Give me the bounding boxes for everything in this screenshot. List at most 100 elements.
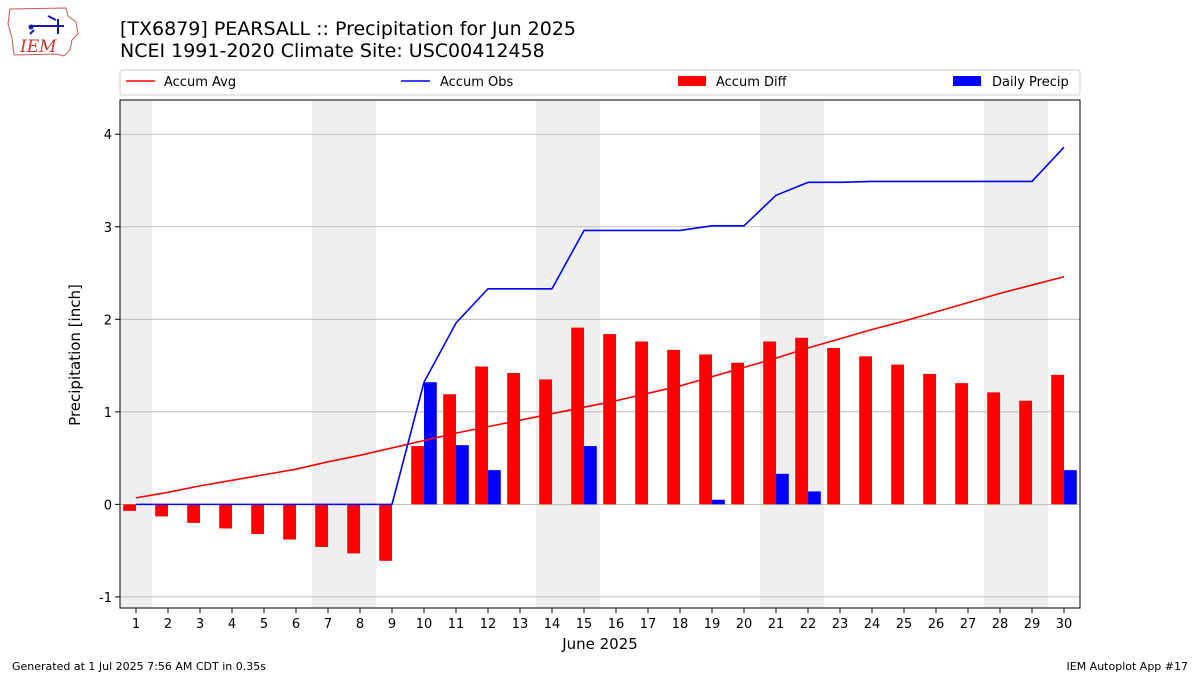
legend-label-accum-diff: Accum Diff [716, 75, 788, 90]
daily-precip-bar [712, 499, 725, 505]
x-tick-label: 20 [736, 617, 753, 632]
accum-diff-bar [411, 446, 424, 505]
accum-diff-bar [123, 504, 136, 511]
x-tick-label: 23 [832, 617, 849, 632]
x-tick-label: 8 [356, 617, 364, 632]
x-tick-label: 24 [864, 617, 881, 632]
x-tick-label: 1 [132, 617, 140, 632]
accum-diff-bar [283, 504, 296, 540]
accum-diff-bar [507, 372, 520, 505]
x-tick-label: 22 [800, 617, 817, 632]
accum-diff-bar [1019, 400, 1032, 505]
x-tick-label: 18 [672, 617, 689, 632]
daily-precip-bar [456, 445, 469, 505]
x-tick-label: 27 [960, 617, 977, 632]
y-tick-label: -1 [99, 591, 112, 606]
y-tick-label: 2 [104, 313, 112, 328]
accum-diff-bar [987, 392, 1000, 505]
chart-subtitle: NCEI 1991-2020 Climate Site: USC00412458 [120, 40, 545, 62]
accum-diff-bar [603, 334, 616, 505]
y-tick-label: 1 [104, 406, 112, 421]
daily-precip-bar [424, 382, 437, 505]
iowa-outline-icon [7, 7, 79, 57]
weekend-band [984, 100, 1048, 608]
accum-diff-bar [699, 354, 712, 505]
accum-diff-bar [731, 362, 744, 505]
x-tick-label: 10 [416, 617, 433, 632]
legend: Accum Avg Accum Obs Accum Diff Daily Pre… [119, 69, 1081, 96]
legend-label-daily-precip: Daily Precip [992, 75, 1069, 90]
accum-avg-line [135, 275, 1065, 499]
weekend-band [120, 100, 152, 608]
accum-diff-bar [1051, 374, 1064, 505]
station-dot-icon [28, 24, 34, 30]
daily-precip-bar [584, 446, 597, 505]
x-tick-label: 30 [1056, 617, 1073, 632]
logo-text: IEM [19, 37, 57, 57]
accum-diff-bar [571, 327, 584, 505]
accum-diff-bar [667, 349, 680, 505]
x-tick-label: 17 [640, 617, 657, 632]
accum-diff-bar [923, 373, 936, 505]
legend-swatch-daily-precip [953, 76, 981, 86]
accum-diff-bar [635, 341, 648, 505]
chart-title: [TX6879] PEARSALL :: Precipitation for J… [120, 18, 576, 40]
accum-diff-bar [155, 504, 168, 517]
plot-frame [119, 99, 1081, 609]
accum-diff-bar [475, 366, 488, 505]
footer-app: IEM Autoplot App #17 [1067, 660, 1189, 673]
accum-diff-bar [443, 394, 456, 505]
x-tick-label: 29 [1024, 617, 1041, 632]
x-tick-label: 21 [768, 617, 785, 632]
y-tick-label: 0 [104, 498, 112, 513]
footer-generated: Generated at 1 Jul 2025 7:56 AM CDT in 0… [12, 660, 266, 673]
accum-diff-bar [315, 504, 328, 547]
x-tick-label: 5 [260, 617, 268, 632]
accum-diff-bar [859, 356, 872, 505]
x-tick-label: 19 [704, 617, 721, 632]
x-tick-label: 14 [544, 617, 561, 632]
x-tick-label: 15 [576, 617, 593, 632]
x-tick-label: 9 [388, 617, 396, 632]
y-tick-label: 4 [104, 128, 112, 143]
x-tick-label: 11 [448, 617, 465, 632]
x-axis-label: June 2025 [561, 635, 638, 653]
accum-diff-bar [347, 504, 360, 554]
x-tick-label: 13 [512, 617, 529, 632]
x-tick-label: 26 [928, 617, 945, 632]
daily-precip-bar [776, 473, 789, 505]
accum-diff-bar [251, 504, 264, 534]
weather-station-icon [29, 15, 64, 35]
legend-label-accum-obs: Accum Obs [440, 75, 513, 90]
accum-diff-bar [763, 341, 776, 505]
accum-diff-bar [795, 337, 808, 505]
legend-label-accum-avg: Accum Avg [164, 75, 236, 90]
accum-diff-bar [187, 504, 200, 523]
legend-swatch-accum-diff [678, 76, 706, 86]
accum-diff-bar [219, 504, 232, 529]
weekend-band [536, 100, 600, 608]
y-tick-label: 3 [104, 221, 112, 236]
accum-diff-bar [955, 383, 968, 505]
x-tick-label: 12 [480, 617, 497, 632]
x-tick-label: 25 [896, 617, 913, 632]
daily-precip-bar [488, 470, 501, 505]
x-tick-label: 4 [228, 617, 236, 632]
y-axis-label: Precipitation [inch] [66, 284, 84, 426]
accum-diff-bar [539, 379, 552, 505]
x-tick-label: 7 [324, 617, 332, 632]
x-tick-label: 6 [292, 617, 300, 632]
accum-diff-bar [891, 364, 904, 505]
accum-diff-bar [379, 504, 392, 561]
iem-logo: IEM [7, 7, 79, 57]
x-tick-label: 16 [608, 617, 625, 632]
daily-precip-bar [1064, 470, 1077, 505]
accum-diff-bar [827, 347, 840, 505]
daily-precip-bar [808, 491, 821, 505]
x-tick-label: 28 [992, 617, 1009, 632]
accum-obs-line [136, 146, 1065, 506]
x-tick-label: 3 [196, 617, 204, 632]
legend-frame [119, 69, 1081, 96]
